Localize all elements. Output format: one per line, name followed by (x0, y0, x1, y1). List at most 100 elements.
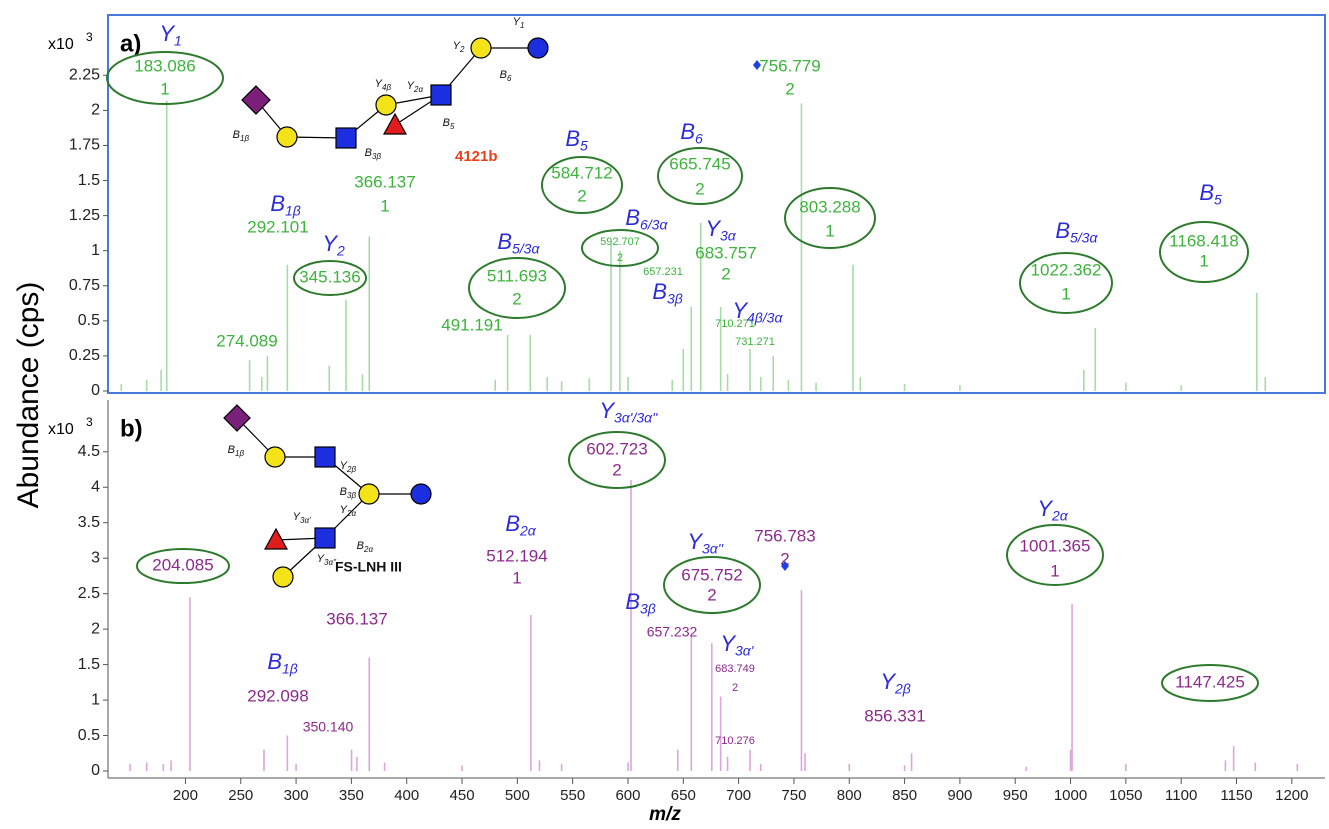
ion-subscript: 4β (382, 83, 391, 92)
ion-subscript: 4β/3α (747, 310, 783, 326)
ion-subscript: 6/3α (640, 217, 668, 233)
y-tick-label: 3 (91, 549, 100, 566)
mz-label: 345.136 (299, 267, 360, 286)
ion-subscript: 2α (413, 85, 423, 94)
ion-label: B (270, 191, 285, 216)
y-tick-label: 1.5 (78, 656, 100, 673)
ion-subscript: 1 (174, 33, 182, 49)
ion-label: B (365, 147, 372, 159)
x-tick-label: 850 (892, 787, 917, 804)
charge-label: 2 (577, 186, 586, 205)
ion-subscript: 2α (346, 509, 356, 518)
ion-subscript: 2 (336, 243, 345, 259)
mz-label: 665.745 (669, 154, 730, 173)
ion-label: B (233, 129, 240, 141)
mz-label: 683.757 (695, 243, 756, 262)
x-tick-label: 550 (560, 787, 585, 804)
ion-subscript: 1 (520, 21, 524, 30)
structure-name: FS-LNH III (335, 559, 402, 575)
ion-subscript: 3β (372, 152, 381, 161)
ion-subscript: 6 (695, 131, 703, 147)
charge-label: 2 (617, 252, 623, 264)
ion-label: B (625, 589, 640, 614)
y-axis-title: Abundance (cps) (12, 282, 45, 509)
ion-subscript: 3α' (735, 643, 755, 659)
mz-label: 366.137 (326, 609, 387, 628)
mz-label: 204.085 (152, 555, 213, 574)
ion-label: B (267, 649, 282, 674)
ion-label: Y (732, 298, 748, 323)
mz-label: 675.752 (681, 565, 742, 584)
charge-label: 1 (380, 196, 389, 215)
y-tick-label: 1 (91, 691, 100, 708)
mz-label: 683.749 (715, 663, 755, 675)
ion-label: B (1055, 218, 1070, 243)
ion-subscript: 2β (894, 681, 911, 697)
charge-label: 2 (707, 585, 716, 604)
ion-subscript: 1β (240, 134, 249, 143)
charge-label: 2 (785, 79, 794, 98)
ion-subscript: 6 (507, 74, 512, 83)
charge-label: 1 (1061, 284, 1070, 303)
charge-label: 1 (160, 79, 169, 98)
mz-label: 602.723 (586, 439, 647, 458)
mz-label: 366.137 (354, 172, 415, 191)
mz-label: 584.712 (551, 163, 612, 182)
charge-label: 2 (732, 682, 738, 694)
x-tick-label: 750 (781, 787, 806, 804)
x-tick-label: 450 (450, 787, 475, 804)
ion-label: B (340, 486, 347, 498)
y-tick-label: 0.75 (69, 277, 100, 294)
ion-subscript: 5 (580, 138, 588, 154)
ion-label: Y (322, 231, 338, 256)
ion-subscript: 5 (1214, 192, 1222, 208)
ion-subscript: 2α (519, 523, 537, 539)
charge-label: 2 (612, 460, 621, 479)
y-tick-label: 0.25 (69, 347, 100, 364)
mz-label: 1147.425 (1175, 672, 1245, 691)
y-tick-label: 0 (91, 762, 100, 779)
x-tick-label: 650 (671, 787, 696, 804)
ion-subscript: 2α (1051, 508, 1069, 524)
ion-label: Y (705, 216, 721, 241)
mz-label: 1001.365 (1020, 536, 1091, 555)
mz-label: 657.232 (647, 624, 698, 640)
mz-label: 511.693 (487, 266, 547, 285)
x-tick-label: 950 (1003, 787, 1028, 804)
x-tick-label: 250 (228, 787, 253, 804)
x-tick-label: 200 (173, 787, 198, 804)
charge-label: 1 (1050, 561, 1059, 580)
ion-subscript: 2α (363, 545, 373, 554)
ion-subscript: 5/3α (512, 241, 540, 257)
x-tick-label: 1200 (1275, 787, 1308, 804)
ion-label: B (357, 540, 364, 552)
structure-name: 4121b (455, 148, 498, 165)
x-tick-label: 350 (339, 787, 364, 804)
x-axis-title: m/z (649, 804, 681, 825)
charge-label: 1 (1199, 251, 1208, 270)
y-tick-label: 0 (91, 382, 100, 399)
x-tick-label: 1150 (1220, 787, 1252, 804)
ion-subscript: 1β (235, 449, 244, 458)
x-tick-label: 400 (394, 787, 419, 804)
multiplier-exponent: 3 (86, 415, 93, 429)
y-tick-label: 1.75 (69, 137, 100, 154)
ion-label: B (500, 69, 507, 81)
x-tick-label: 500 (505, 787, 530, 804)
charge-label: 2 (512, 289, 521, 308)
ion-label: B (652, 279, 667, 304)
y-tick-label: 3.5 (78, 514, 100, 531)
multiplier: x10 (48, 36, 74, 53)
panel-label: b) (120, 415, 143, 442)
mz-label: 756.783 (754, 526, 815, 545)
mz-label: 856.331 (864, 706, 925, 725)
ion-subscript: 3α' (300, 516, 311, 525)
y-tick-label: 1 (91, 242, 100, 259)
mz-label: 1168.418 (1169, 231, 1239, 250)
x-tick-label: 800 (837, 787, 862, 804)
charge-label: 1 (512, 568, 521, 587)
charge-label: 2 (695, 179, 704, 198)
mz-label: 512.194 (486, 546, 547, 565)
ion-subscript: 1β (282, 661, 298, 677)
